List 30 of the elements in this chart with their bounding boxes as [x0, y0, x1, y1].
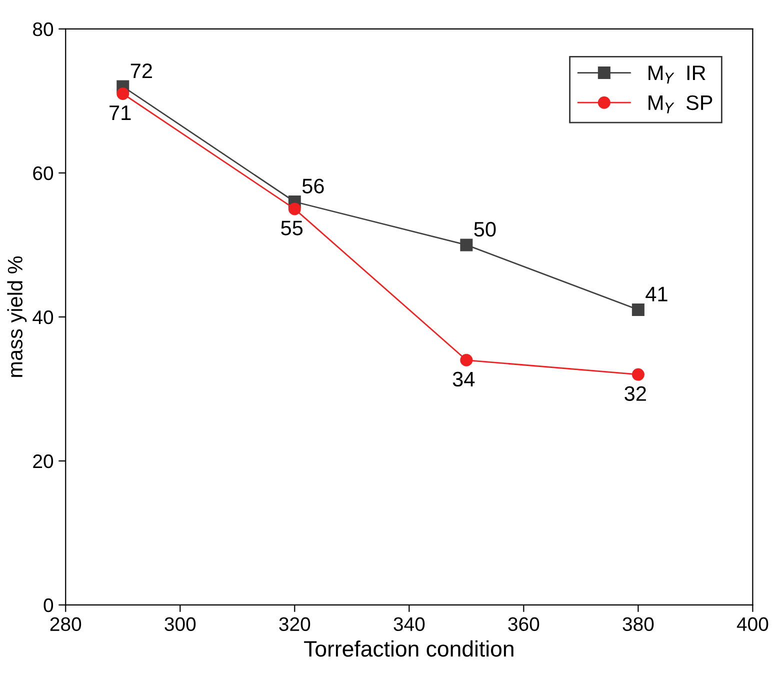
data-label: 55 [281, 220, 303, 236]
data-label: 50 [474, 222, 496, 237]
legend-label: M$_{Y}$ IR [648, 66, 706, 84]
y-tick-label: 60 [33, 166, 54, 180]
data-label: 41 [646, 286, 668, 302]
legend-label: M$_{Y}$ SP [648, 95, 712, 114]
data-label: 71 [110, 106, 131, 120]
point [632, 368, 644, 381]
point [460, 238, 473, 252]
point [460, 354, 473, 366]
y-tick-label: 40 [32, 310, 54, 324]
y-axis-title: mass yield % [7, 256, 27, 377]
x-tick-label: 300 [164, 617, 196, 632]
x-axis-title: Torrefaction condition [304, 640, 514, 657]
x-tick-label: 400 [736, 617, 768, 632]
x-tick-label: 320 [279, 617, 310, 632]
y-tick-label: 0 [44, 598, 54, 612]
point [116, 87, 130, 100]
y-tick-label: 80 [33, 22, 54, 36]
data-label: 32 [624, 386, 646, 401]
data-label: 72 [130, 64, 152, 78]
x-tick-label: 340 [394, 617, 425, 632]
data-label: 34 [452, 372, 475, 387]
x-tick-label: 360 [508, 617, 540, 632]
x-tick-label: 280 [50, 617, 82, 632]
data-label: 56 [302, 178, 324, 194]
y-tick-label: 20 [33, 454, 54, 468]
point [632, 303, 644, 316]
x-tick-label: 380 [622, 617, 654, 632]
point [288, 202, 301, 216]
